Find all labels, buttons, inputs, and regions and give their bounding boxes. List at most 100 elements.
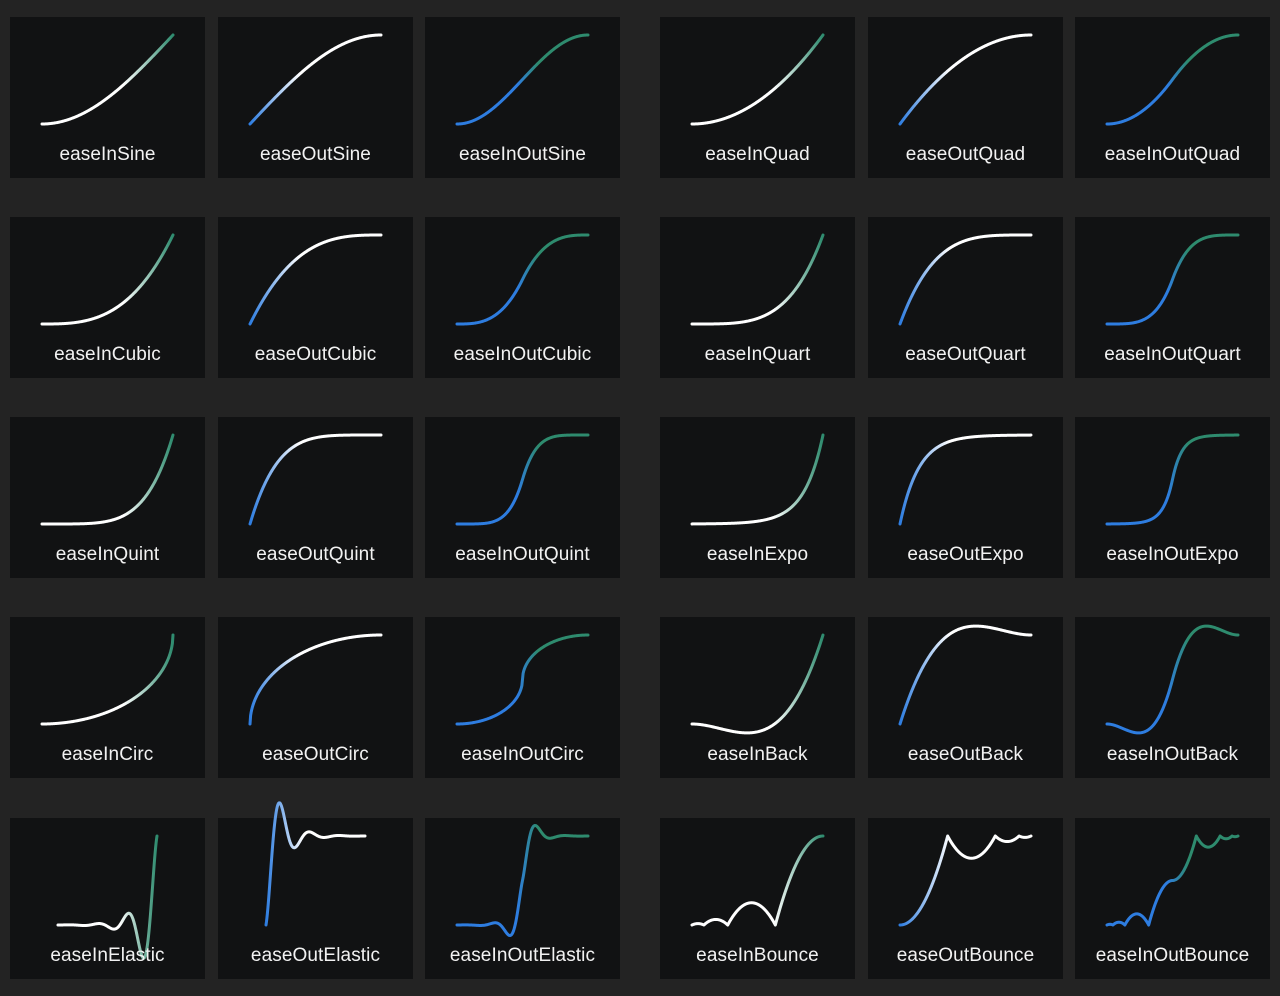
- easing-label: easeInCirc: [61, 744, 154, 765]
- easing-card-ease-in-cubic[interactable]: easeInCubic: [10, 217, 205, 378]
- easing-label: easeInExpo: [706, 544, 809, 565]
- easing-label: easeInOutSine: [459, 144, 586, 165]
- easing-curve-graph: [455, 633, 590, 726]
- easing-curve-line: [455, 823, 590, 938]
- easing-curve-line: [248, 33, 383, 126]
- easing-label: easeOutQuint: [256, 544, 375, 565]
- easing-curve-graph: [248, 33, 383, 126]
- easing-card-ease-out-back[interactable]: easeOutBack: [868, 617, 1063, 778]
- easing-curve-line: [690, 233, 825, 326]
- easing-card-ease-in-expo[interactable]: easeInExpo: [660, 417, 855, 578]
- easing-curve-line: [40, 433, 175, 526]
- easing-curve-graph: [898, 834, 1033, 927]
- easing-curve-graph: [1105, 33, 1240, 126]
- easing-label: easeInOutCubic: [453, 344, 592, 365]
- easing-card-ease-in-out-cubic[interactable]: easeInOutCubic: [425, 217, 620, 378]
- easing-label: easeInCubic: [54, 344, 161, 365]
- easing-label: easeOutBack: [907, 744, 1024, 765]
- easing-card-ease-in-bounce[interactable]: easeInBounce: [660, 818, 855, 979]
- easing-curve-graph: [898, 624, 1033, 726]
- easing-card-ease-in-out-sine[interactable]: easeInOutSine: [425, 17, 620, 178]
- easing-curve-graph: [40, 233, 175, 326]
- easing-label: easeOutCubic: [254, 344, 377, 365]
- easing-card-ease-out-circ[interactable]: easeOutCirc: [218, 617, 413, 778]
- easing-curve-line: [1105, 834, 1240, 927]
- easing-label: easeInSine: [59, 144, 156, 165]
- easing-curve-line: [898, 433, 1033, 526]
- easing-label: easeInOutBounce: [1095, 945, 1250, 966]
- easing-card-ease-in-out-quint[interactable]: easeInOutQuint: [425, 417, 620, 578]
- easing-label: easeOutBounce: [896, 945, 1035, 966]
- easing-curve-graph: [455, 233, 590, 326]
- easing-curve-graph: [455, 433, 590, 526]
- easing-curve-graph: [455, 33, 590, 126]
- easing-card-ease-in-quart[interactable]: easeInQuart: [660, 217, 855, 378]
- easing-card-ease-in-back[interactable]: easeInBack: [660, 617, 855, 778]
- easing-curve-line: [248, 433, 383, 526]
- easing-curve-graph: [455, 823, 590, 938]
- easing-curve-graph: [264, 801, 367, 927]
- easing-curve-line: [455, 433, 590, 526]
- easing-card-ease-in-elastic[interactable]: easeInElastic: [10, 818, 205, 979]
- easing-curve-graph: [690, 33, 825, 126]
- easing-curve-line: [455, 233, 590, 326]
- easing-curve-line: [455, 33, 590, 126]
- easing-curve-line: [1105, 624, 1240, 735]
- easing-card-ease-out-quint[interactable]: easeOutQuint: [218, 417, 413, 578]
- easing-curve-graph: [248, 433, 383, 526]
- easing-card-ease-in-sine[interactable]: easeInSine: [10, 17, 205, 178]
- easing-card-ease-out-sine[interactable]: easeOutSine: [218, 17, 413, 178]
- easing-label: easeOutSine: [260, 144, 371, 165]
- easing-curve-line: [40, 233, 175, 326]
- easing-curve-graph: [1105, 233, 1240, 326]
- easing-curve-graph: [248, 633, 383, 726]
- easing-label: easeOutQuad: [905, 144, 1026, 165]
- easing-curve-graph: [40, 33, 175, 126]
- easing-card-ease-in-out-back[interactable]: easeInOutBack: [1075, 617, 1270, 778]
- easing-card-ease-out-quart[interactable]: easeOutQuart: [868, 217, 1063, 378]
- easing-card-ease-in-out-circ[interactable]: easeInOutCirc: [425, 617, 620, 778]
- easing-curve-line: [898, 624, 1033, 726]
- easing-card-ease-in-quint[interactable]: easeInQuint: [10, 417, 205, 578]
- easing-label: easeInQuint: [55, 544, 160, 565]
- easing-label: easeInQuart: [704, 344, 811, 365]
- easing-card-ease-in-out-quad[interactable]: easeInOutQuad: [1075, 17, 1270, 178]
- easing-card-ease-in-out-expo[interactable]: easeInOutExpo: [1075, 417, 1270, 578]
- easing-curve-line: [264, 801, 367, 927]
- easing-card-ease-in-out-elastic[interactable]: easeInOutElastic: [425, 818, 620, 979]
- easing-card-ease-out-quad[interactable]: easeOutQuad: [868, 17, 1063, 178]
- easing-curve-line: [248, 233, 383, 326]
- easing-label: easeOutCirc: [262, 744, 369, 765]
- easing-label: easeOutElastic: [250, 945, 381, 966]
- easing-curve-line: [898, 834, 1033, 927]
- easing-card-ease-in-out-bounce[interactable]: easeInOutBounce: [1075, 818, 1270, 979]
- easing-curve-line: [1105, 233, 1240, 326]
- easing-card-ease-in-circ[interactable]: easeInCirc: [10, 617, 205, 778]
- easing-curve-graph: [898, 33, 1033, 126]
- easing-label: easeInOutQuint: [455, 544, 590, 565]
- easing-curve-graph: [690, 433, 825, 526]
- easing-curve-line: [1105, 433, 1240, 526]
- easing-card-ease-out-expo[interactable]: easeOutExpo: [868, 417, 1063, 578]
- easing-label: easeInOutExpo: [1106, 544, 1239, 565]
- easing-card-ease-in-quad[interactable]: easeInQuad: [660, 17, 855, 178]
- easing-card-ease-out-bounce[interactable]: easeOutBounce: [868, 818, 1063, 979]
- easing-label: easeInBounce: [696, 945, 819, 966]
- easing-curve-graph: [690, 233, 825, 326]
- easing-curve-graph: [1105, 433, 1240, 526]
- easing-label: easeInQuad: [705, 144, 810, 165]
- easing-curve-graph: [40, 633, 175, 726]
- easing-curve-line: [690, 33, 825, 126]
- easing-label: easeInOutQuad: [1104, 144, 1241, 165]
- easing-curve-graph: [40, 433, 175, 526]
- easing-card-ease-out-cubic[interactable]: easeOutCubic: [218, 217, 413, 378]
- easing-label: easeInOutBack: [1106, 744, 1239, 765]
- easing-card-ease-in-out-quart[interactable]: easeInOutQuart: [1075, 217, 1270, 378]
- easing-curve-line: [898, 33, 1033, 126]
- easing-label: easeInOutQuart: [1104, 344, 1241, 365]
- easing-curve-line: [455, 633, 590, 726]
- easing-card-ease-out-elastic[interactable]: easeOutElastic: [218, 801, 413, 979]
- easing-curve-line: [56, 834, 159, 960]
- easing-label: easeOutExpo: [907, 544, 1024, 565]
- easing-curve-line: [40, 633, 175, 726]
